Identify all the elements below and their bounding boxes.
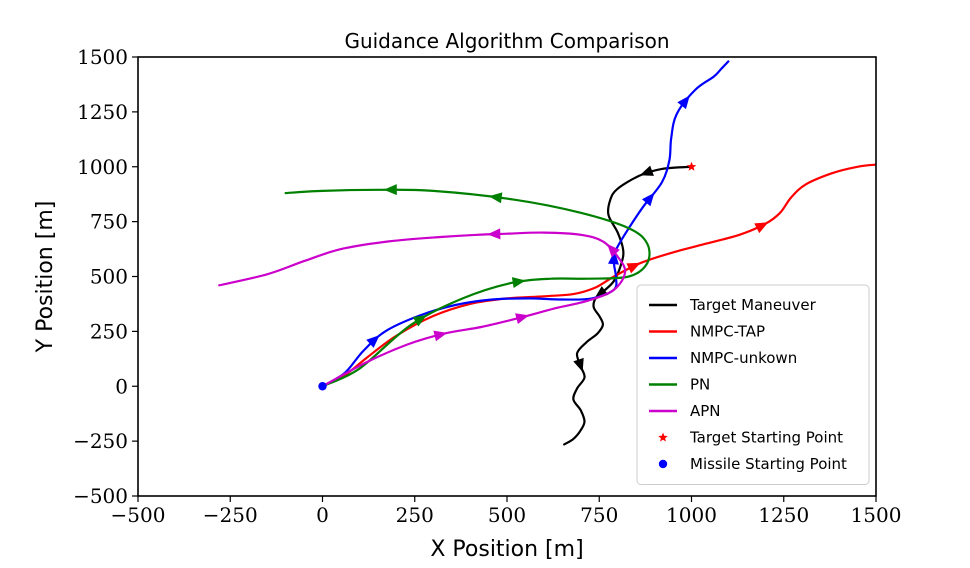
direction-arrow-apn <box>515 313 530 324</box>
x-tick-label: 500 <box>488 503 526 527</box>
direction-arrow-pn <box>412 315 427 327</box>
direction-arrow-pn <box>488 192 503 204</box>
x-tick-label: 1500 <box>851 503 902 527</box>
target-starting-point-marker <box>686 161 697 171</box>
legend-label-target-maneuver: Target Maneuver <box>689 296 817 314</box>
y-tick-label: 1500 <box>77 45 128 69</box>
direction-arrow-nmpc-unkown <box>607 251 619 265</box>
direction-arrow-apn <box>487 228 501 240</box>
y-tick-label: −250 <box>73 429 128 453</box>
y-tick-label: 250 <box>90 319 128 343</box>
legend-label-pn: PN <box>690 376 710 394</box>
x-tick-label: 0 <box>316 503 329 527</box>
legend-swatch-missile-starting-point <box>658 459 668 469</box>
x-axis-title: X Position [m] <box>430 537 583 562</box>
direction-arrow-nmpc-unkown <box>641 192 655 207</box>
y-tick-label: −500 <box>73 484 128 508</box>
legend-box <box>636 284 870 485</box>
direction-arrow-nmpc-tap <box>754 222 769 234</box>
direction-arrow-nmpc-unkown <box>677 95 690 110</box>
direction-arrow-nmpc-tap <box>626 262 641 274</box>
direction-arrow-target-maneuver <box>573 357 584 372</box>
legend: Target Maneuver NMPC-TAP NMPC-unkown PN APN T… <box>636 284 870 485</box>
chart-title: Guidance Algorithm Comparison <box>344 29 669 53</box>
y-tick-label: 0 <box>115 374 128 398</box>
x-tick-label: 1250 <box>758 503 809 527</box>
direction-arrow-nmpc-unkown <box>366 335 380 348</box>
plot-layer <box>218 60 876 446</box>
x-tick-label: 1000 <box>666 503 717 527</box>
y-tick-label: 1000 <box>77 155 128 179</box>
x-tick-label: 750 <box>580 503 618 527</box>
x-tick-label: −250 <box>203 503 258 527</box>
direction-arrow-target-maneuver <box>639 165 654 176</box>
legend-label-target-starting-point: Target Starting Point <box>689 429 843 447</box>
axes-layer: −500 −250 0 250 500 750 1000 1250 1500 −500 −250 0 2… <box>73 45 901 527</box>
x-tick-label: 250 <box>396 503 434 527</box>
series-line-pn <box>284 188 651 388</box>
direction-arrow-apn <box>607 243 620 258</box>
direction-arrow-pn <box>511 277 526 288</box>
y-axis-title: Y Position [m] <box>33 201 58 354</box>
x-tick-label: −500 <box>111 503 166 527</box>
y-tick-label: 1250 <box>77 100 128 124</box>
legend-label-missile-starting-point: Missile Starting Point <box>690 455 847 473</box>
direction-arrow-apn <box>433 330 448 342</box>
missile-starting-point-marker <box>318 382 327 391</box>
y-tick-label: 500 <box>90 265 128 289</box>
y-tick-label: 750 <box>90 210 128 234</box>
series-line-target-maneuver <box>563 165 693 446</box>
legend-label-nmpc-tap: NMPC-TAP <box>690 323 765 341</box>
legend-swatch-target-starting-point <box>658 432 668 442</box>
series-line-apn <box>218 231 627 388</box>
series-group <box>218 60 876 446</box>
legend-label-apn: APN <box>690 402 721 420</box>
legend-label-nmpc-unkown: NMPC-unkown <box>690 349 797 367</box>
direction-arrow-pn <box>383 184 397 196</box>
